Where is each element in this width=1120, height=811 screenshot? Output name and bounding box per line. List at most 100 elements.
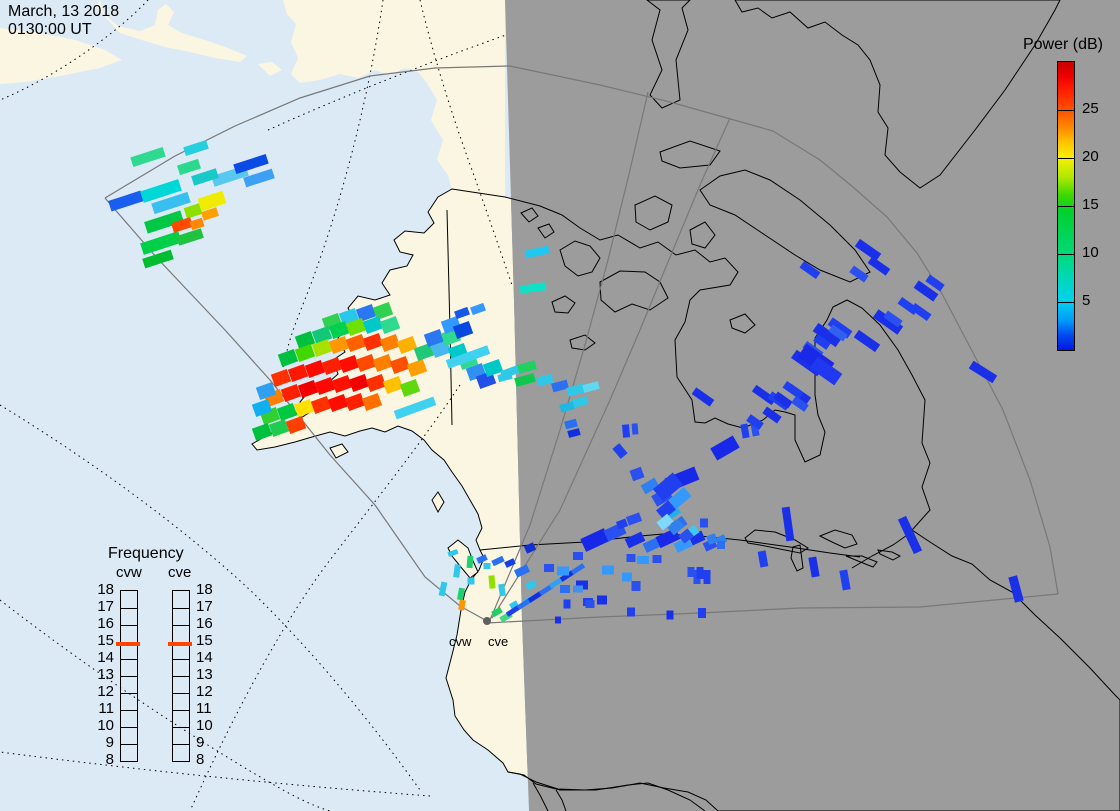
echo-cell [331, 374, 353, 394]
colorbar-division [1058, 158, 1074, 159]
echo-cell [582, 381, 600, 393]
echo-cell [517, 360, 537, 374]
echo-cell [328, 320, 350, 340]
echo-cell [740, 423, 750, 439]
frequency-scale-tick [173, 710, 189, 711]
frequency-scale-tick [173, 744, 189, 745]
echo-cell [687, 567, 695, 577]
echo-cell [280, 383, 302, 403]
echo-cell [476, 554, 488, 564]
echo-cell [321, 356, 343, 376]
colorbar-tick-label: 10 [1082, 244, 1099, 261]
echo-cell [827, 317, 853, 339]
frequency-column-label: cvw [116, 564, 142, 581]
colorbar-title: Power (dB) [1022, 36, 1104, 53]
echo-cell [557, 566, 569, 576]
echo-cell [700, 518, 708, 528]
echo-cell [925, 274, 945, 292]
echo-cell [314, 376, 336, 396]
radar-echo-cells [108, 140, 1024, 624]
echo-cell [791, 396, 809, 412]
frequency-tick-label: 18 [97, 581, 114, 598]
echo-cell [560, 585, 570, 593]
echo-cell [717, 541, 725, 549]
echo-cell [559, 570, 575, 582]
echo-cell [497, 371, 513, 383]
echo-cell [564, 418, 578, 430]
frequency-scale-tick [121, 693, 137, 694]
echo-cell [396, 335, 418, 355]
echo-cell [483, 563, 491, 569]
echo-cell [544, 564, 554, 572]
frequency-marker [168, 642, 192, 647]
frequency-tick-label: 9 [105, 734, 114, 751]
frequency-scale-tick [173, 608, 189, 609]
echo-cell [571, 396, 589, 408]
echo-cell [706, 533, 718, 545]
echo-cell [872, 309, 904, 335]
echo-cell [355, 303, 377, 323]
echo-cell [423, 328, 445, 348]
echo-cell [504, 558, 516, 568]
colorbar-tick-label: 20 [1082, 148, 1099, 165]
echo-cell [566, 383, 586, 397]
frequency-tick-label: 13 [97, 666, 114, 683]
echo-cell [389, 355, 411, 375]
echo-cell [467, 577, 475, 585]
echo-cell [656, 513, 674, 531]
echo-cell [667, 518, 685, 536]
frequency-tick-label: 17 [196, 598, 213, 615]
echo-cell [345, 317, 367, 337]
frequency-tick-label: 18 [196, 581, 213, 598]
echo-cell [382, 375, 404, 395]
echo-cell [406, 358, 428, 378]
echo-cell [327, 393, 349, 413]
echo-cell [183, 203, 203, 219]
echo-cell [513, 564, 531, 578]
frequency-tick-label: 12 [196, 683, 213, 700]
frequency-scale-tick [121, 727, 137, 728]
colorbar-tick-label: 5 [1082, 292, 1091, 309]
echo-cell [413, 342, 435, 362]
echo-cell [968, 360, 998, 384]
echo-cell [452, 320, 474, 340]
echo-cell [527, 591, 543, 603]
echo-cell [666, 610, 674, 620]
echo-cell [251, 422, 273, 442]
echo-cell [570, 563, 586, 575]
echo-cell [285, 415, 307, 435]
echo-cell [656, 500, 676, 520]
frequency-tick-label: 10 [196, 717, 213, 734]
timestamp-date: March, 13 2018 [8, 3, 120, 20]
echo-cell [615, 518, 629, 530]
echo-cell [555, 616, 561, 624]
colorbar-division [1058, 302, 1074, 303]
echo-cell [310, 395, 332, 415]
colorbar-division [1058, 110, 1074, 111]
frequency-scale-bar [172, 590, 190, 762]
echo-cell [625, 512, 643, 526]
echo-cell [297, 379, 319, 399]
echo-cell [514, 373, 536, 387]
colorbar-division [1058, 254, 1074, 255]
echo-cell [189, 217, 205, 231]
echo-cell [751, 384, 777, 406]
echo-cell [361, 392, 383, 412]
echo-cell [277, 348, 299, 368]
echo-cell [140, 179, 182, 203]
echo-cell [270, 368, 292, 388]
colorbar-division [1058, 206, 1074, 207]
echo-cell [482, 358, 504, 378]
echo-cell [580, 528, 610, 552]
echo-cell [176, 228, 204, 246]
echo-cell [488, 575, 496, 589]
echo-cell [812, 322, 842, 348]
echo-cell [255, 381, 277, 401]
echo-cell [311, 338, 333, 358]
echo-cell [379, 333, 401, 353]
echo-cell [243, 168, 275, 188]
echo-cell [757, 550, 769, 568]
echo-cell [853, 329, 881, 353]
echo-cell [612, 443, 628, 459]
echo-cell [130, 146, 166, 168]
